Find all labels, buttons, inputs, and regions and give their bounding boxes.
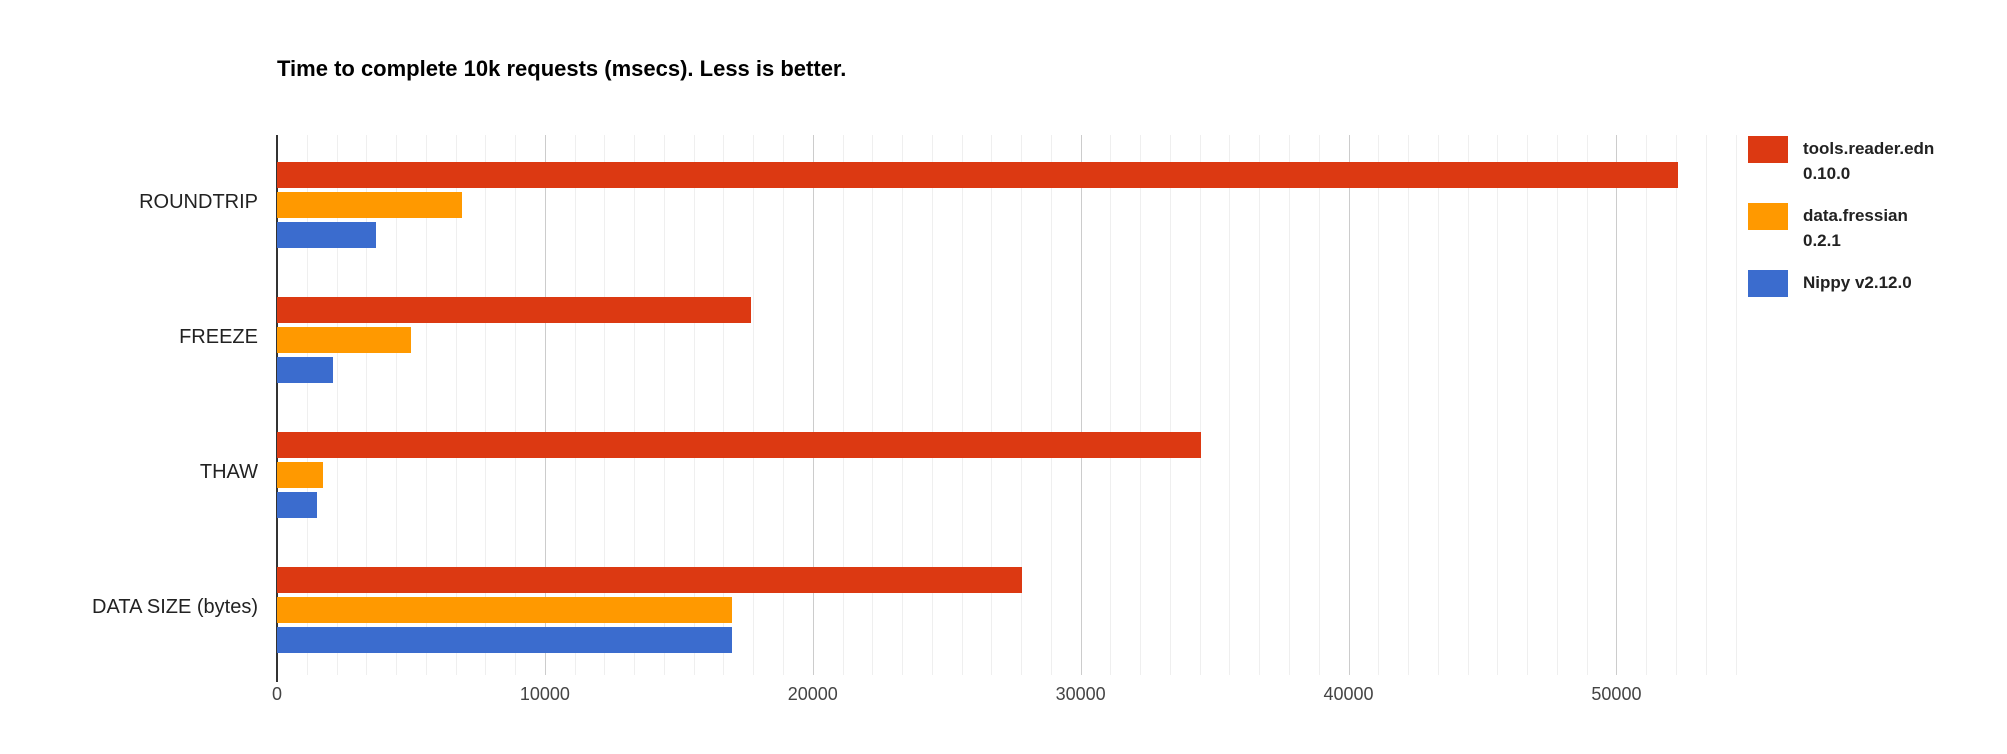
gridline-minor xyxy=(1378,135,1380,675)
gridline-major-20000 xyxy=(812,135,814,675)
gridline-minor xyxy=(693,135,695,675)
gridline-major-50000 xyxy=(1616,135,1618,675)
gridline-minor xyxy=(455,135,457,675)
bar-tools-reader-edn-0-10-0-roundtrip xyxy=(277,162,1679,188)
legend-item-tools-reader-edn-0-10-0: tools.reader.edn 0.10.0 xyxy=(1748,136,1998,186)
legend-label-line: tools.reader.edn xyxy=(1803,139,1935,158)
gridline-minor xyxy=(1497,135,1499,675)
gridline-minor xyxy=(1705,135,1707,675)
gridline-minor xyxy=(902,135,904,675)
gridline-minor xyxy=(1229,135,1231,675)
chart-title: Time to complete 10k requests (msecs). L… xyxy=(277,56,847,81)
plot-area xyxy=(276,135,1737,682)
x-tick-label-40000: 40000 xyxy=(1323,684,1374,704)
gridline-minor xyxy=(366,135,368,675)
gridline-minor xyxy=(1437,135,1439,675)
gridline-minor xyxy=(574,135,576,675)
legend-label-tools-reader-edn-0-10-0: tools.reader.edn 0.10.0 xyxy=(1803,136,1934,186)
gridline-minor xyxy=(306,135,308,675)
gridline-minor xyxy=(425,135,427,675)
bar-nippy-v2-12-0-roundtrip xyxy=(277,222,377,248)
legend-label-line: data.fressian xyxy=(1803,206,1908,225)
gridline-minor xyxy=(1050,135,1052,675)
bar-nippy-v2-12-0-freeze xyxy=(277,357,334,383)
bar-tools-reader-edn-0-10-0-thaw xyxy=(277,432,1202,458)
category-label-data-size-bytes: DATA SIZE (bytes) xyxy=(92,596,258,618)
legend-label-line: 0.10.0 xyxy=(1803,164,1851,183)
bar-data-fressian-0-2-1-thaw xyxy=(277,462,323,488)
gridline-minor xyxy=(1408,135,1410,675)
gridline-minor xyxy=(1318,135,1320,675)
gridline-minor xyxy=(1169,135,1171,675)
gridline-minor xyxy=(1140,135,1142,675)
x-tick-label-10000: 10000 xyxy=(519,684,570,704)
gridline-major-30000 xyxy=(1080,135,1082,675)
gridline-minor xyxy=(1289,135,1291,675)
x-tick-label-50000: 50000 xyxy=(1591,684,1642,704)
gridline-minor xyxy=(1259,135,1261,675)
gridline-minor xyxy=(1556,135,1558,675)
bar-nippy-v2-12-0-data-size-bytes xyxy=(277,627,733,653)
gridline-minor xyxy=(1646,135,1648,675)
bar-tools-reader-edn-0-10-0-freeze xyxy=(277,297,752,323)
legend-swatch-data-fressian-0-2-1 xyxy=(1748,203,1788,230)
gridline-minor xyxy=(1199,135,1201,675)
gridline-minor xyxy=(931,135,933,675)
gridline-minor xyxy=(1675,135,1677,675)
gridline-minor xyxy=(991,135,993,675)
gridline-major-40000 xyxy=(1348,135,1350,675)
bar-tools-reader-edn-0-10-0-data-size-bytes xyxy=(277,567,1022,593)
gridline-minor xyxy=(723,135,725,675)
x-tick-label-20000: 20000 xyxy=(787,684,838,704)
legend-item-nippy-v2-12-0: Nippy v2.12.0 xyxy=(1748,270,1998,297)
x-tick-label-30000: 30000 xyxy=(1055,684,1106,704)
gridline-minor xyxy=(961,135,963,675)
legend-swatch-nippy-v2-12-0 xyxy=(1748,270,1788,297)
category-label-thaw: THAW xyxy=(199,461,258,483)
gridline-minor xyxy=(1735,135,1737,675)
legend-swatch-tools-reader-edn-0-10-0 xyxy=(1748,136,1788,163)
legend-item-data-fressian-0-2-1: data.fressian 0.2.1 xyxy=(1748,203,1998,253)
gridline-minor xyxy=(753,135,755,675)
legend-label-data-fressian-0-2-1: data.fressian 0.2.1 xyxy=(1803,203,1908,253)
gridline-minor xyxy=(336,135,338,675)
gridline-major-10000 xyxy=(544,135,546,675)
gridline-minor xyxy=(663,135,665,675)
gridline-minor xyxy=(396,135,398,675)
x-tick-label-0: 0 xyxy=(271,684,282,704)
gridline-minor xyxy=(1110,135,1112,675)
bar-nippy-v2-12-0-thaw xyxy=(277,492,318,518)
bar-data-fressian-0-2-1-roundtrip xyxy=(277,192,462,218)
gridline-minor xyxy=(1527,135,1529,675)
gridline-minor xyxy=(872,135,874,675)
category-label-roundtrip: ROUNDTRIP xyxy=(139,191,258,213)
gridline-minor xyxy=(1467,135,1469,675)
legend-label-nippy-v2-12-0: Nippy v2.12.0 xyxy=(1803,270,1912,295)
gridline-minor xyxy=(604,135,606,675)
gridline-minor xyxy=(515,135,517,675)
legend-label-line: 0.2.1 xyxy=(1803,231,1841,250)
gridline-minor xyxy=(842,135,844,675)
gridline-minor xyxy=(485,135,487,675)
bar-data-fressian-0-2-1-data-size-bytes xyxy=(277,597,733,623)
legend: tools.reader.edn 0.10.0 data.fressian 0.2.1… xyxy=(1748,136,1998,297)
category-label-freeze: FREEZE xyxy=(179,326,258,348)
gridline-minor xyxy=(1021,135,1023,675)
gridline-minor xyxy=(1586,135,1588,675)
legend-label-line: Nippy v2.12.0 xyxy=(1803,273,1912,292)
y-axis-line xyxy=(276,135,278,682)
gridline-minor xyxy=(634,135,636,675)
gridline-minor xyxy=(783,135,784,675)
bar-data-fressian-0-2-1-freeze xyxy=(277,327,411,353)
